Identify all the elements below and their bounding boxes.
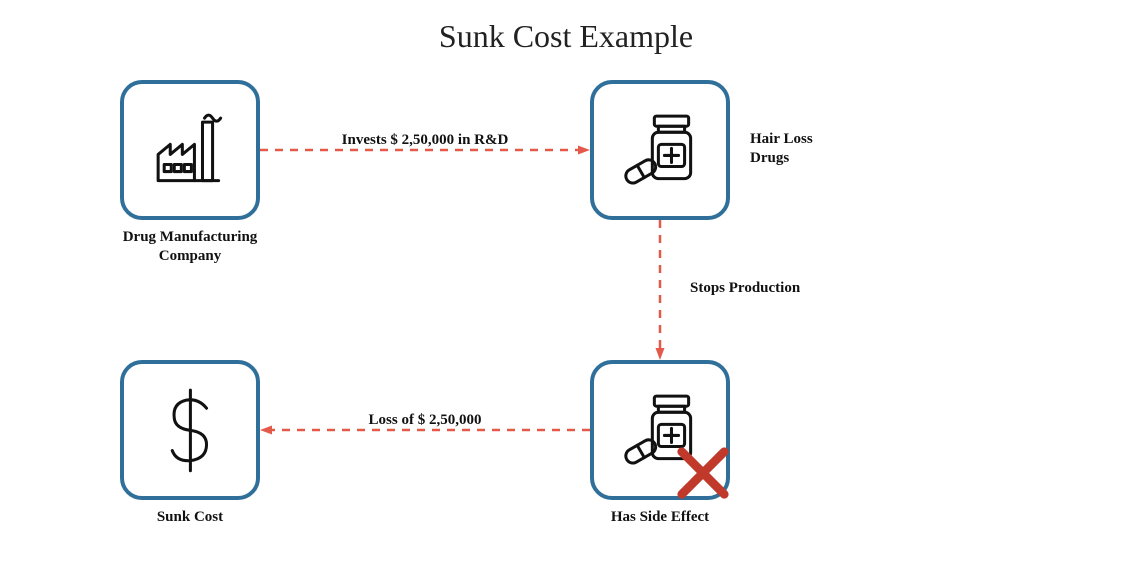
edge-label-1: Stops Production bbox=[690, 280, 890, 297]
edge-label-0: Invests $ 2,50,000 in R&D bbox=[275, 132, 575, 149]
edges bbox=[0, 0, 1132, 575]
edge-label-2: Loss of $ 2,50,000 bbox=[275, 412, 575, 429]
